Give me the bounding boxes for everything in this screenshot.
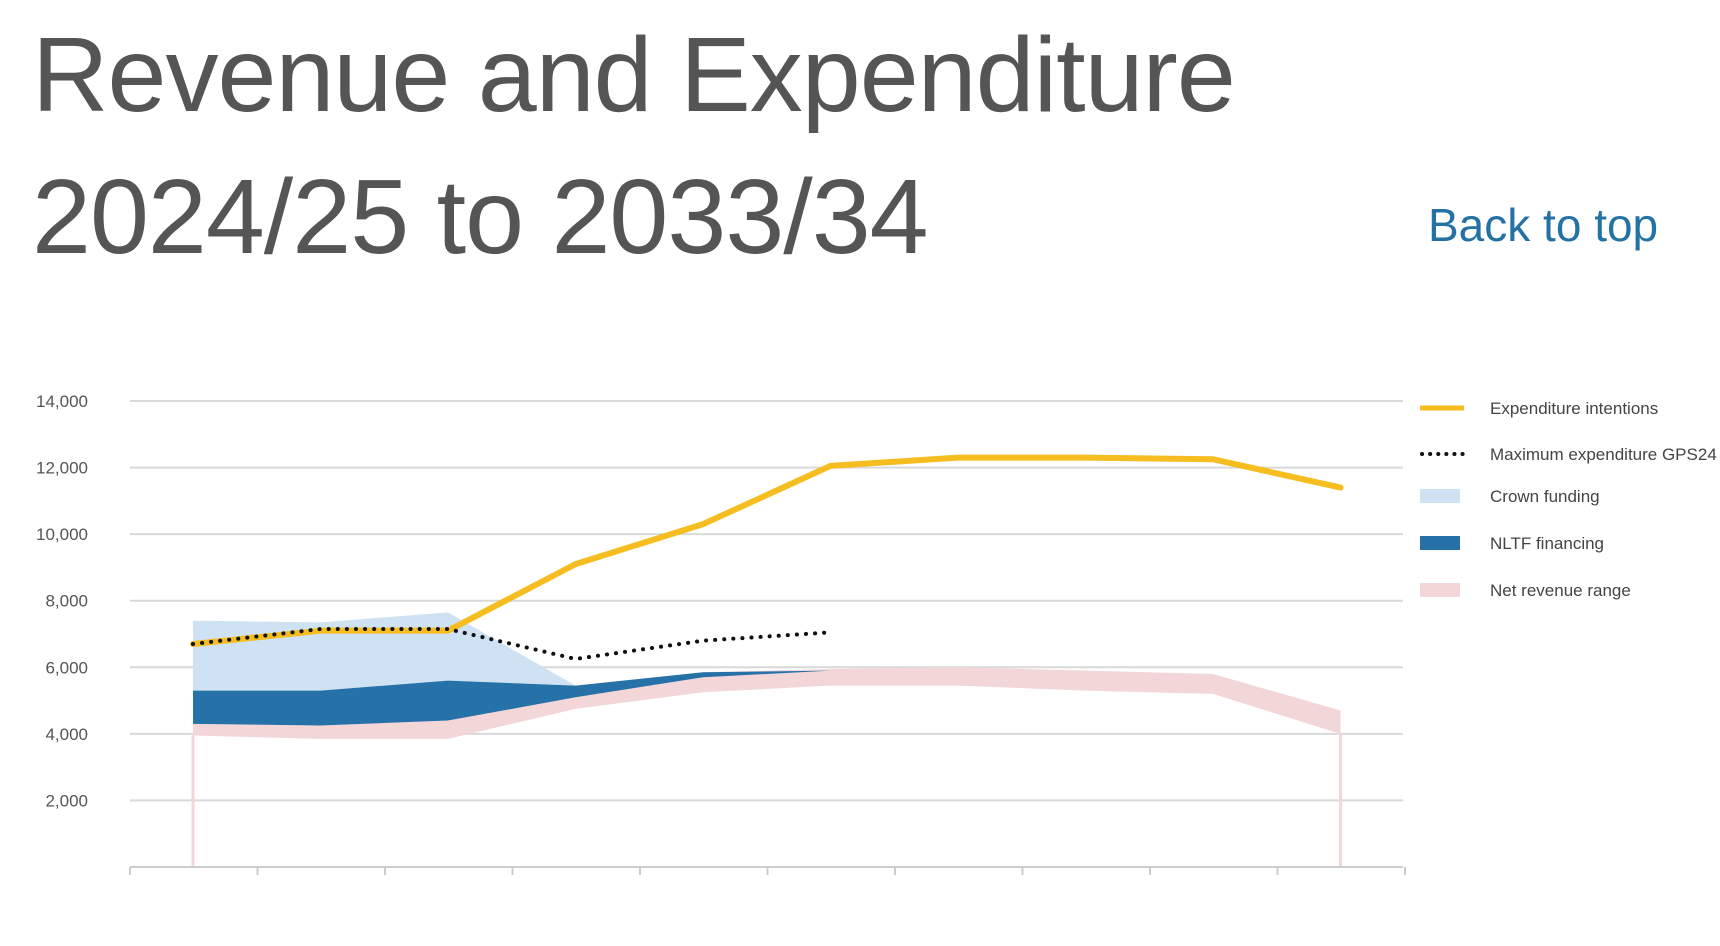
legend-label: NLTF financing <box>1490 534 1604 553</box>
legend-swatch-net-revenue <box>1420 583 1460 597</box>
y-tick-label: 6,000 <box>45 658 88 677</box>
chart-areas <box>191 612 1342 867</box>
y-tick-label: 4,000 <box>45 725 88 744</box>
legend-label: Maximum expenditure GPS24 <box>1490 445 1717 464</box>
back-to-top-link[interactable]: Back to top <box>1428 199 1659 251</box>
y-tick-label: 12,000 <box>36 459 88 478</box>
chart-legend: Expenditure intentions Maximum expenditur… <box>1420 399 1717 600</box>
legend-label: Crown funding <box>1490 487 1600 506</box>
expenditure-intentions-line <box>190 454 1344 647</box>
y-tick-label: 14,000 <box>36 392 88 411</box>
y-tick-label: 2,000 <box>45 791 88 810</box>
legend-swatch-crown <box>1420 489 1460 503</box>
legend-label: Net revenue range <box>1490 581 1631 600</box>
revenue-expenditure-chart: 2,0004,0006,0008,00010,00012,00014,000FY… <box>36 392 1717 875</box>
y-tick-label: 8,000 <box>45 592 88 611</box>
max-expenditure-gps24-line <box>191 627 833 661</box>
net-revenue-range-area <box>193 667 1341 739</box>
legend-swatch-nltf <box>1420 536 1460 550</box>
chart-axes: 2,0004,0006,0008,00010,00012,00014,000FY… <box>36 392 1406 875</box>
y-tick-label: 10,000 <box>36 525 88 544</box>
nltf-financing-area <box>193 670 831 726</box>
page-title: Revenue and Expenditure 2024/25 to 2033/… <box>32 16 1236 276</box>
chart-lines <box>190 454 1344 661</box>
legend-label: Expenditure intentions <box>1490 399 1658 418</box>
